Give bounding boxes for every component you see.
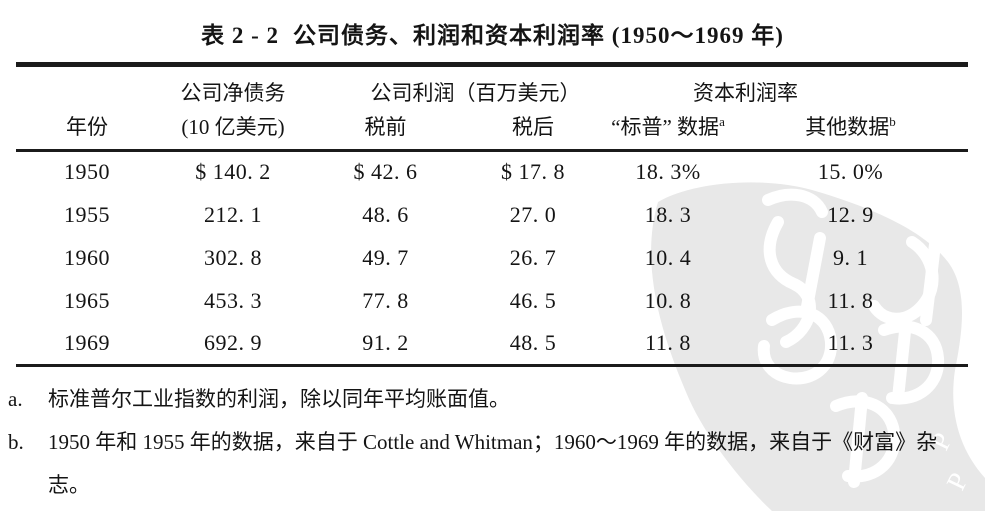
table-cell: 1955 (64, 201, 110, 227)
table-row-1950: 1950 $ 140. 2 $ 42. 6 $ 17. 8 18. 3% 15.… (16, 150, 968, 193)
column-header-other-data: 其他数据b (733, 110, 968, 152)
footnote-a: a. 标准普尔工业指数的利润，除以同年平均账面值。 (8, 378, 978, 421)
table-row-1955: 1955 212. 1 48. 6 27. 0 18. 3 12. 9 (16, 193, 968, 236)
table-number: 表 2 - 2 (201, 23, 280, 48)
group-header-net-debt: 公司净债务 (180, 80, 286, 105)
table-cell: 1969 (16, 322, 158, 367)
table-cell: 48. 6 (362, 201, 409, 227)
table-cell: 11. 8 (827, 287, 874, 313)
footnote-a-marker: a. (8, 387, 23, 411)
group-header-profit: 公司利润（百万美元） (370, 80, 581, 105)
table-cell: 11. 8 (603, 322, 733, 367)
table-cell: 9. 1 (833, 244, 868, 270)
table-cell: $ 17. 8 (501, 159, 565, 185)
table-cell: 12. 9 (827, 201, 874, 227)
table-cell: 48. 5 (463, 322, 603, 367)
table-cell: 10. 8 (644, 287, 692, 313)
watermark-seal-strokes (757, 188, 945, 488)
footnotes: a. 标准普尔工业指数的利润，除以同年平均账面值。 b. 1950 年和 1955 … (8, 378, 978, 507)
group-header-capital-return: 资本利润率 (693, 80, 798, 105)
table-row-1965: 1965 453. 3 77. 8 46. 5 10. 8 11. 8 (16, 279, 968, 322)
column-header-other-data-label: 其他数据 (805, 114, 890, 139)
footnote-b: b. 1950 年和 1955 年的数据，来自于 Cottle and Whitm… (8, 421, 978, 507)
table-cell: 27. 0 (509, 201, 557, 227)
table-cell: $ 140. 2 (195, 159, 271, 185)
column-header-sp-data-label: “标普” 数据 (611, 114, 720, 139)
table-cell: 46. 5 (509, 287, 557, 313)
table-cell: 91. 2 (308, 322, 463, 367)
footnote-ref-b: b (889, 113, 896, 129)
column-header-year: 年份 (16, 110, 158, 152)
table-cell: 1965 (64, 287, 110, 313)
table-cell: 1950 (64, 159, 110, 185)
table-title: 表 2 - 2 公司债务、利润和资本利润率 (1950～1969 年) (0, 16, 985, 50)
table-cell: $ 42. 6 (353, 159, 418, 185)
table-cell: 692. 9 (158, 322, 308, 367)
table-cell: 18. 3 (644, 201, 692, 227)
footnote-a-text: 标准普尔工业指数的利润，除以同年平均账面值。 (48, 387, 510, 411)
table-row-1969: 1969 692. 9 91. 2 48. 5 11. 8 11. 3 (16, 322, 968, 367)
table-cell: 11. 3 (733, 322, 968, 367)
table-cell: 77. 8 (362, 287, 409, 313)
footnote-b-marker: b. (8, 430, 24, 454)
table-cell: 18. 3% (635, 159, 701, 185)
footnote-ref-a: a (719, 113, 725, 129)
table-header: 公司净债务 公司利润（百万美元） 资本利润率 年份 (10 亿美元) 税前 税后… (16, 65, 968, 152)
debt-profit-table: 公司净债务 公司利润（百万美元） 资本利润率 年份 (10 亿美元) 税前 税后… (16, 62, 968, 367)
table-cell: 1960 (64, 244, 110, 270)
sub-header-row: 年份 (10 亿美元) 税前 税后 “标普” 数据a 其他数据b (16, 110, 968, 152)
table-cell: 49. 7 (362, 244, 409, 270)
column-header-pretax: 税前 (308, 110, 463, 152)
group-header-empty (16, 65, 158, 111)
column-header-aftertax: 税后 (463, 110, 603, 152)
table-cell: 212. 1 (204, 201, 262, 227)
table-cell: 453. 3 (204, 287, 262, 313)
table-cell: 15. 0% (817, 159, 884, 185)
group-header-row: 公司净债务 公司利润（百万美元） 资本利润率 (16, 65, 968, 111)
column-header-sp-data: “标普” 数据a (603, 110, 733, 152)
table-cell: 10. 4 (644, 244, 692, 270)
column-header-billions: (10 亿美元) (158, 110, 308, 152)
table-cell: 26. 7 (509, 244, 557, 270)
table-body: 1950 $ 140. 2 $ 42. 6 $ 17. 8 18. 3% 15.… (16, 150, 968, 367)
table-title-text: 公司债务、利润和资本利润率 (1950～1969 年) (293, 23, 784, 48)
footnote-b-text: 1950 年和 1955 年的数据，来自于 Cottle and Whitman… (48, 430, 938, 497)
table-cell: 302. 8 (204, 244, 262, 270)
table-row-1960: 1960 302. 8 49. 7 26. 7 10. 4 9. 1 (16, 236, 968, 279)
